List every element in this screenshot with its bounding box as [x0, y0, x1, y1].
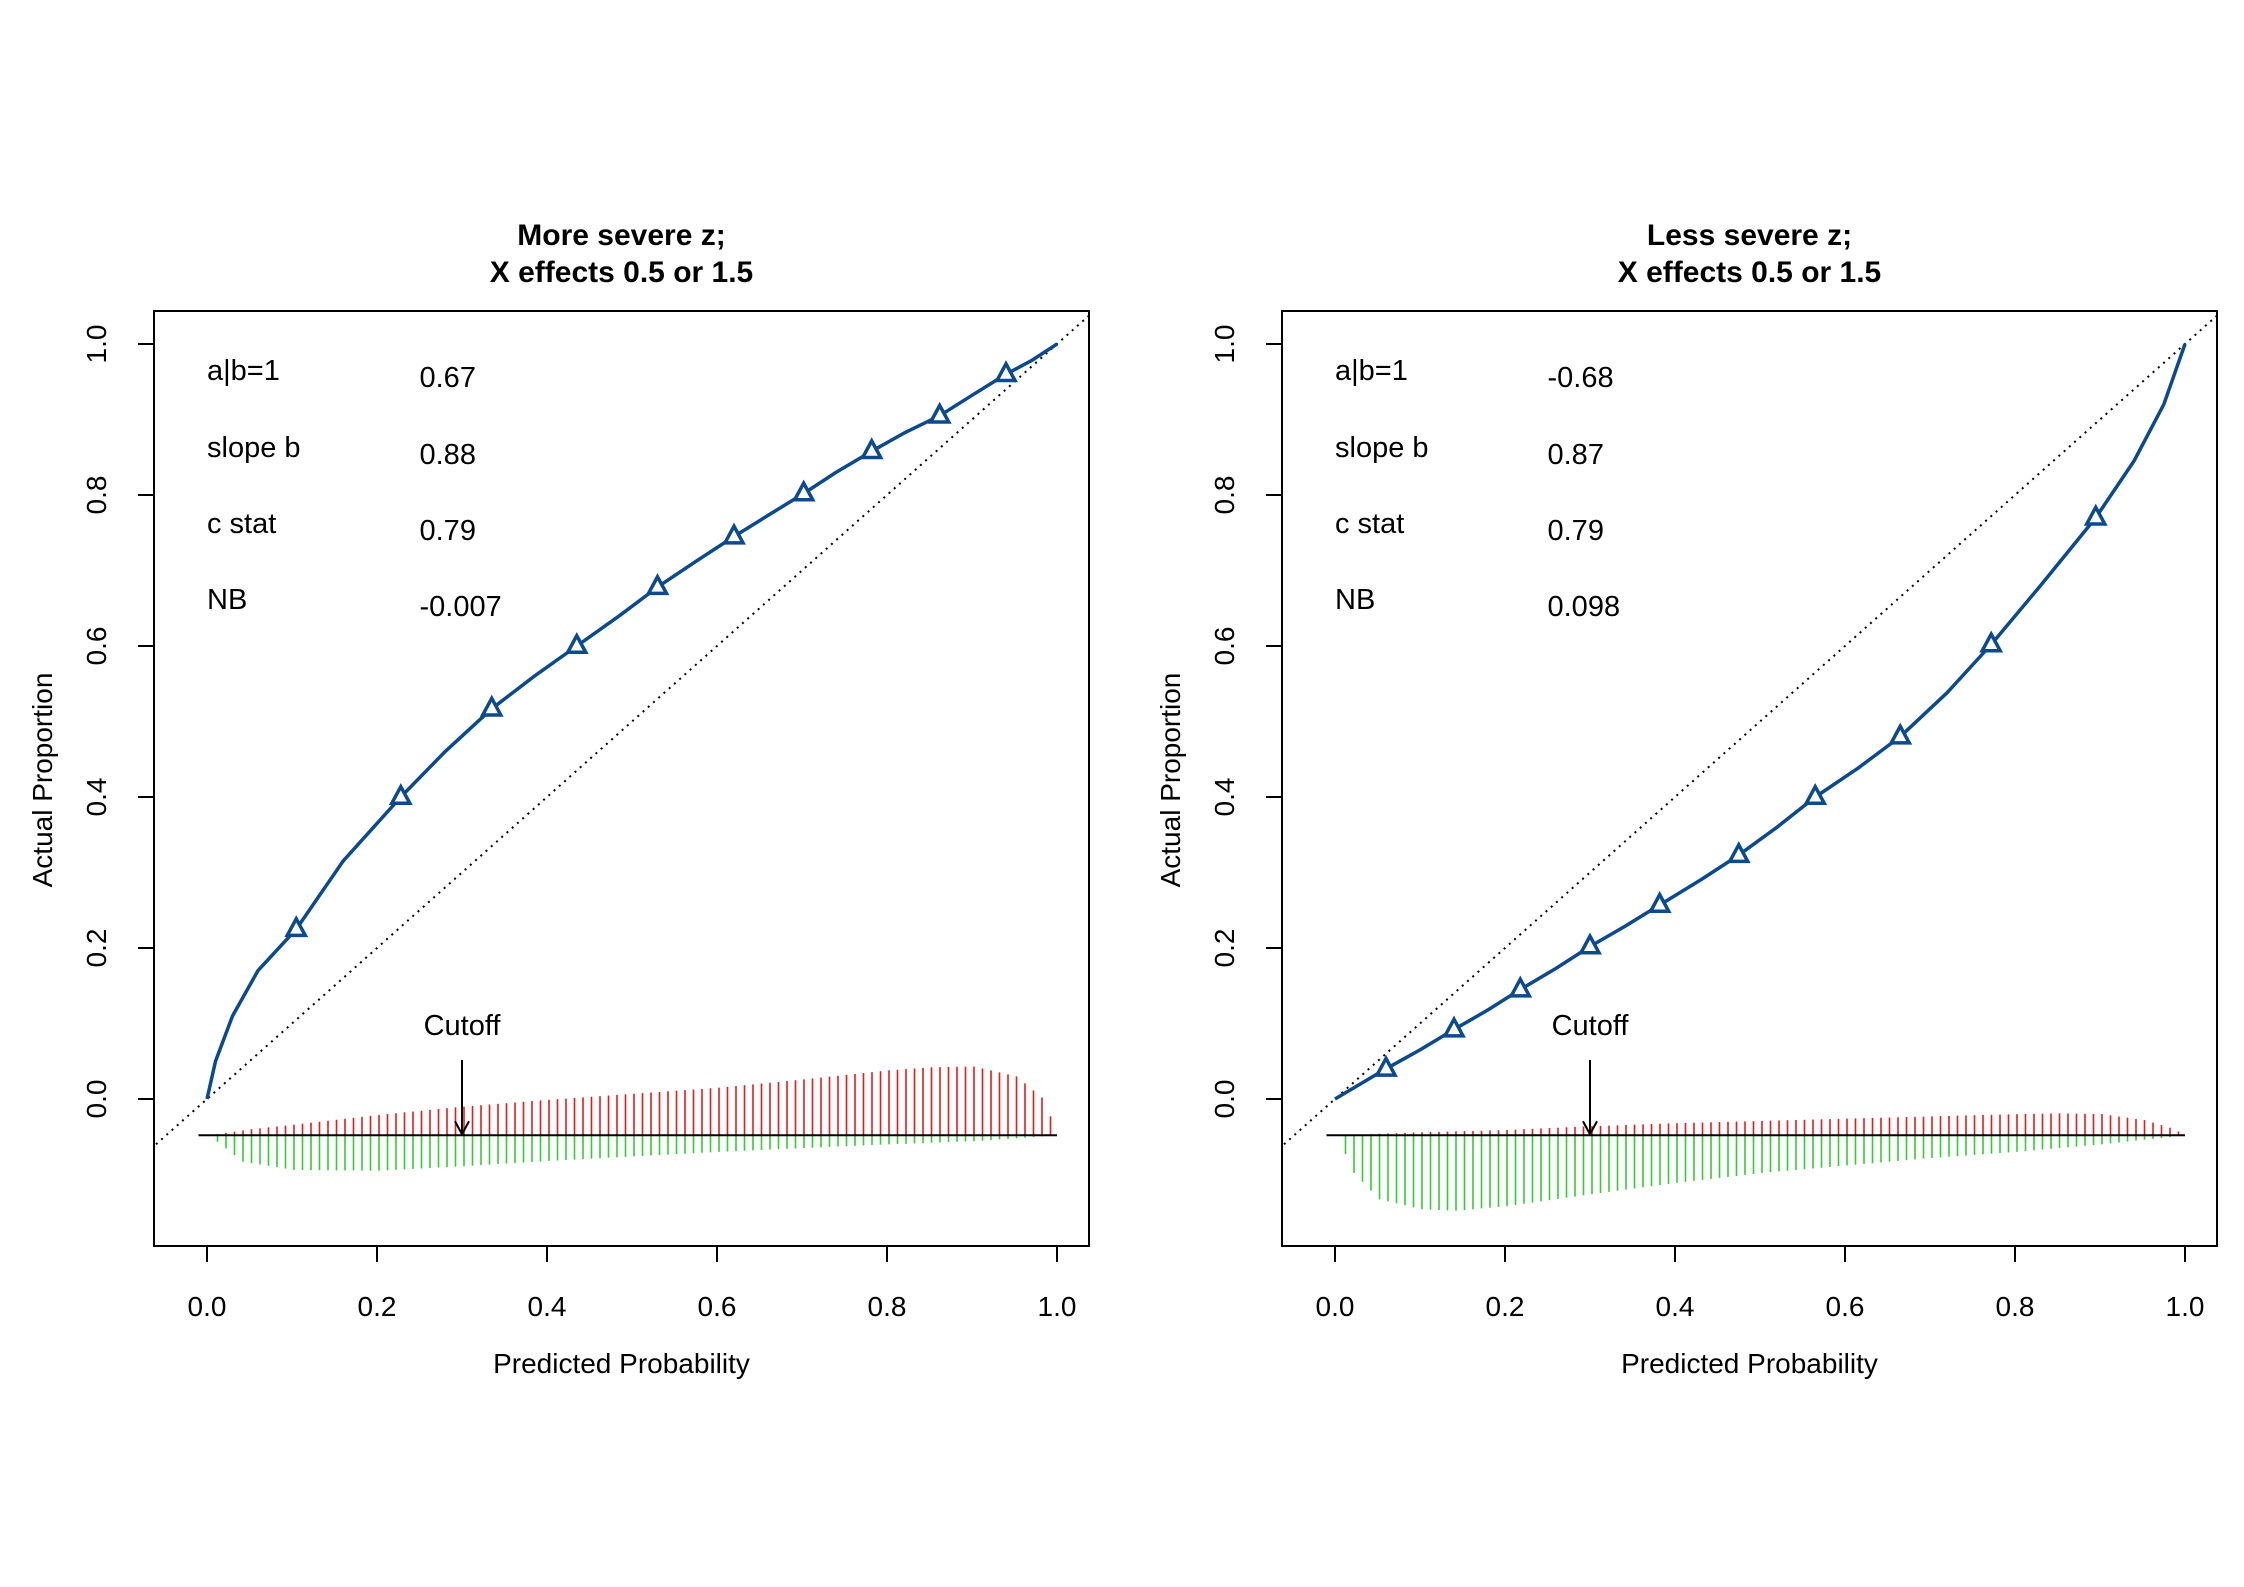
stat-value: 0.88: [420, 439, 476, 471]
calibration-marker: [1979, 630, 2004, 653]
chart-panel-1: More severe z; X effects 0.5 or 1.5 0.0 0.2…: [27, 219, 1090, 1379]
calibration-marker: [1508, 975, 1533, 998]
calibration-marker: [645, 573, 670, 596]
y-tick-label: 0.6: [1209, 627, 1240, 666]
stat-value: -0.007: [420, 591, 502, 623]
x-tick-label: 0.4: [528, 1291, 567, 1322]
stat-value: 0.098: [1548, 591, 1621, 623]
calibration-marker: [564, 631, 589, 655]
x-axis-label: Predicted Probability: [493, 1348, 750, 1379]
cutoff-arrow-head: [1582, 1120, 1598, 1137]
stat-value: 0.87: [1548, 439, 1604, 471]
stat-label: slope b: [207, 432, 301, 464]
stat-label: NB: [207, 584, 247, 616]
y-axis-label: Actual Proportion: [27, 673, 58, 888]
y-tick-label: 1.0: [81, 325, 112, 364]
x-tick-label: 0.2: [358, 1291, 397, 1322]
stat-value: -0.68: [1548, 362, 1614, 394]
y-tick-label: 0.6: [81, 627, 112, 666]
plot-area: [1283, 314, 2217, 1211]
calibration-marker: [2083, 503, 2108, 526]
stat-label: NB: [1335, 584, 1375, 616]
y-tick-label: 0.2: [81, 929, 112, 968]
cutoff-label: Cutoff: [1552, 1010, 1630, 1042]
stat-label: c stat: [1335, 508, 1404, 540]
y-tick-label: 1.0: [1209, 325, 1240, 364]
x-tick-label: 1.0: [1038, 1291, 1077, 1322]
calibration-marker: [859, 437, 884, 460]
calibration-marker: [1374, 1054, 1398, 1077]
chart-title-line2: X effects 0.5 or 1.5: [490, 256, 753, 289]
calibration-marker: [927, 401, 952, 424]
x-tick-label: 0.0: [1316, 1291, 1355, 1322]
y-tick-label: 0.4: [1209, 778, 1240, 817]
calibration-marker: [791, 479, 816, 502]
x-tick-label: 0.4: [1656, 1291, 1695, 1322]
y-axis-label: Actual Proportion: [1155, 673, 1186, 888]
x-tick-label: 0.6: [698, 1291, 737, 1322]
stat-label: c stat: [207, 508, 276, 540]
y-tick-label: 0.0: [1209, 1080, 1240, 1119]
calibration-marker: [479, 694, 504, 717]
stat-label: slope b: [1335, 432, 1429, 464]
calibration-marker: [1647, 890, 1672, 914]
y-tick-label: 0.8: [81, 476, 112, 515]
x-tick-label: 0.0: [188, 1291, 227, 1322]
calibration-marker: [1803, 782, 1828, 806]
cutoff-arrow-head: [454, 1120, 470, 1137]
y-tick-label: 0.0: [81, 1080, 112, 1119]
y-tick-label: 0.4: [81, 778, 112, 817]
y-tick-label: 0.2: [1209, 929, 1240, 968]
chart-title-line1: Less severe z;: [1647, 219, 1852, 252]
chart-panel-2: Less severe z; X effects 0.5 or 1.5 0.0 0.2…: [1155, 219, 2218, 1379]
cutoff-label: Cutoff: [424, 1010, 502, 1042]
stat-value: 0.67: [420, 362, 476, 394]
calibration-marker: [1442, 1015, 1466, 1038]
calibration-marker: [722, 522, 746, 545]
plot-frame: [1281, 310, 2218, 1247]
calibration-marker: [1726, 841, 1751, 864]
calibration-marker: [1578, 932, 1602, 955]
y-tick-label: 0.8: [1209, 476, 1240, 515]
stat-value: 0.79: [1548, 515, 1604, 547]
calibration-marker: [388, 782, 413, 806]
stat-label: a|b=1: [1335, 355, 1408, 387]
x-tick-label: 0.8: [1996, 1291, 2035, 1322]
stat-label: a|b=1: [207, 355, 280, 387]
chart-title-line2: X effects 0.5 or 1.5: [1618, 256, 1881, 289]
x-axis-label: Predicted Probability: [1621, 1348, 1878, 1379]
calibration-marker: [994, 360, 1018, 383]
plot-frame: [153, 310, 1090, 1247]
stat-value: 0.79: [420, 515, 476, 547]
calibration-marker: [1888, 722, 1913, 745]
calibration-marker: [284, 915, 309, 938]
plot-area: [155, 314, 1089, 1171]
x-tick-label: 1.0: [2166, 1291, 2205, 1322]
chart-title-line1: More severe z;: [517, 219, 725, 252]
x-tick-label: 0.6: [1826, 1291, 1865, 1322]
x-tick-label: 0.8: [868, 1291, 907, 1322]
x-tick-label: 0.2: [1486, 1291, 1525, 1322]
